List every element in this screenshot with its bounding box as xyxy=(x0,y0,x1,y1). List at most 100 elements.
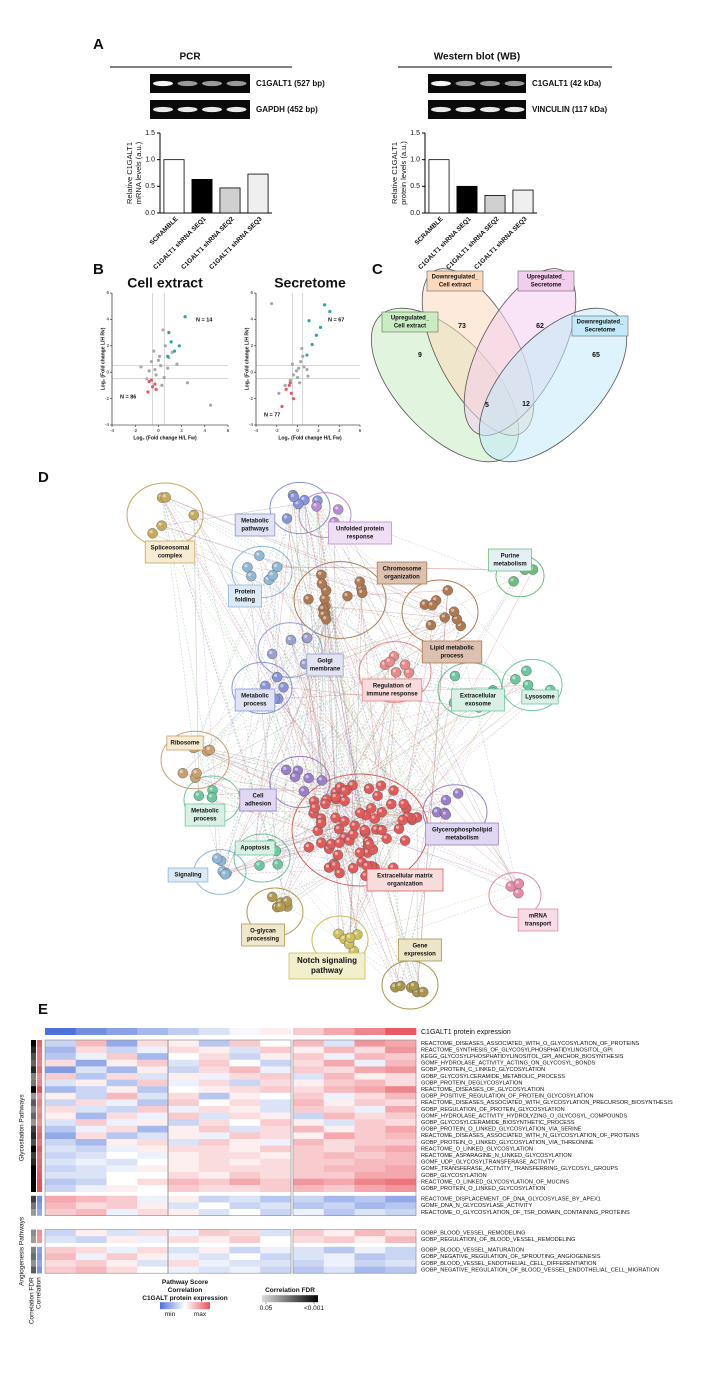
heatmap-cell xyxy=(168,1266,200,1274)
heatmap-cell xyxy=(260,1092,292,1100)
node-highlight xyxy=(371,815,375,819)
node-highlight xyxy=(547,686,551,691)
heatmap-cell xyxy=(45,1053,77,1060)
network-edge xyxy=(353,892,519,952)
node-highlight xyxy=(378,809,382,813)
heatmap-cell xyxy=(260,1145,292,1153)
fdr-cell xyxy=(31,1185,36,1192)
node-highlight xyxy=(455,790,459,794)
gel-image xyxy=(150,100,250,119)
cluster-label: Extracellular xyxy=(460,694,497,700)
network-edge xyxy=(328,808,372,849)
heatmap-cell xyxy=(385,1152,417,1159)
heatmap-cell xyxy=(354,1119,386,1126)
network-node xyxy=(303,772,314,784)
bar xyxy=(428,159,450,214)
cluster-label: exosome xyxy=(465,702,492,708)
heatmap-cell xyxy=(385,1185,417,1192)
network-node xyxy=(393,823,405,835)
heatmap-cell xyxy=(293,1112,325,1120)
heatmap-cell xyxy=(168,1073,200,1080)
heatmap-cell xyxy=(323,1236,355,1243)
network-node xyxy=(369,813,380,824)
row-label: GOMF_HYDROLASE_ACTIVITY_ACTING_ON_GLYCOS… xyxy=(421,1061,596,1067)
heatmap-title: C1GALT1 protein expression xyxy=(421,1029,511,1036)
heatmap-cell xyxy=(229,1202,261,1210)
cluster-label-box xyxy=(234,688,276,712)
expression-cell xyxy=(198,1028,230,1035)
network-edge xyxy=(224,566,278,875)
heatmap-cell xyxy=(198,1139,230,1146)
expression-cell xyxy=(260,1028,292,1035)
heatmap-cell xyxy=(293,1132,325,1140)
panel-label: E xyxy=(38,1001,48,1018)
cluster-label: Extracellular matrix xyxy=(377,874,433,880)
node-highlight xyxy=(356,849,360,853)
cluster-label: process xyxy=(243,702,267,708)
bar xyxy=(484,194,506,214)
row-label: GOBP_PROTEIN_C_LINKED_GLYCOSYLATION xyxy=(421,1067,545,1073)
fdr-cell xyxy=(31,1066,36,1074)
heatmap-cell xyxy=(229,1229,261,1237)
gel-band xyxy=(153,106,173,113)
cluster-label-box xyxy=(425,822,499,846)
cluster-hull xyxy=(233,833,291,883)
scatter-point xyxy=(153,382,157,386)
node-highlight xyxy=(346,837,350,841)
network-edge xyxy=(254,518,288,850)
heatmap-cell xyxy=(354,1185,386,1192)
cluster-label: Golgi xyxy=(317,659,333,665)
scatter-point xyxy=(166,354,170,358)
node-highlight xyxy=(515,880,519,884)
heatmap-cell xyxy=(198,1086,230,1093)
heatmap-cell xyxy=(260,1158,292,1166)
network-edge xyxy=(335,799,396,988)
node-highlight xyxy=(209,787,213,791)
legend-label: max xyxy=(194,1311,207,1318)
network-node xyxy=(316,775,328,786)
correlation-cell xyxy=(37,1132,42,1140)
heatmap-cell xyxy=(45,1152,77,1159)
node-highlight xyxy=(386,658,390,663)
y-tick-label: -2 xyxy=(249,396,253,401)
heatmap-cell xyxy=(45,1229,77,1237)
network-edge xyxy=(165,497,438,813)
fdr-cell xyxy=(31,1046,36,1054)
scatter-point xyxy=(299,360,303,364)
network-edge xyxy=(298,504,386,665)
heatmap-cell xyxy=(229,1260,261,1267)
correlation-cell xyxy=(37,1266,42,1274)
heatmap-cell xyxy=(354,1066,386,1074)
network-node xyxy=(366,803,377,814)
scatter-point xyxy=(209,403,213,407)
node-highlight xyxy=(248,573,252,577)
cluster-label: expression xyxy=(404,952,436,958)
cluster-label-box xyxy=(488,548,532,572)
heatmap-cell xyxy=(323,1079,355,1087)
network-edge xyxy=(165,497,425,605)
node-highlight xyxy=(274,673,278,678)
network-edge xyxy=(165,497,288,902)
heatmap-cell xyxy=(323,1139,355,1146)
heatmap-cell xyxy=(137,1152,169,1159)
heatmap-cell xyxy=(45,1195,77,1203)
network-node xyxy=(513,887,524,899)
heatmap-cell xyxy=(45,1059,77,1067)
node-highlight xyxy=(305,844,309,848)
node-highlight xyxy=(349,831,354,835)
node-highlight xyxy=(392,984,396,988)
heatmap-cell xyxy=(198,1079,230,1087)
cluster-label: pathways xyxy=(241,527,269,533)
network-node xyxy=(513,878,525,889)
heatmap-cell xyxy=(260,1195,292,1203)
node-highlight xyxy=(269,572,273,576)
cluster-label: complex xyxy=(158,554,183,560)
scatter-point xyxy=(147,369,151,373)
heatmap-cell xyxy=(385,1046,417,1054)
heatmap-cell xyxy=(354,1086,386,1093)
heatmap-cell xyxy=(75,1079,107,1087)
network-edge xyxy=(304,500,372,867)
heatmap-cell xyxy=(75,1266,107,1274)
scatter-point xyxy=(288,378,292,382)
node-highlight xyxy=(320,611,324,615)
